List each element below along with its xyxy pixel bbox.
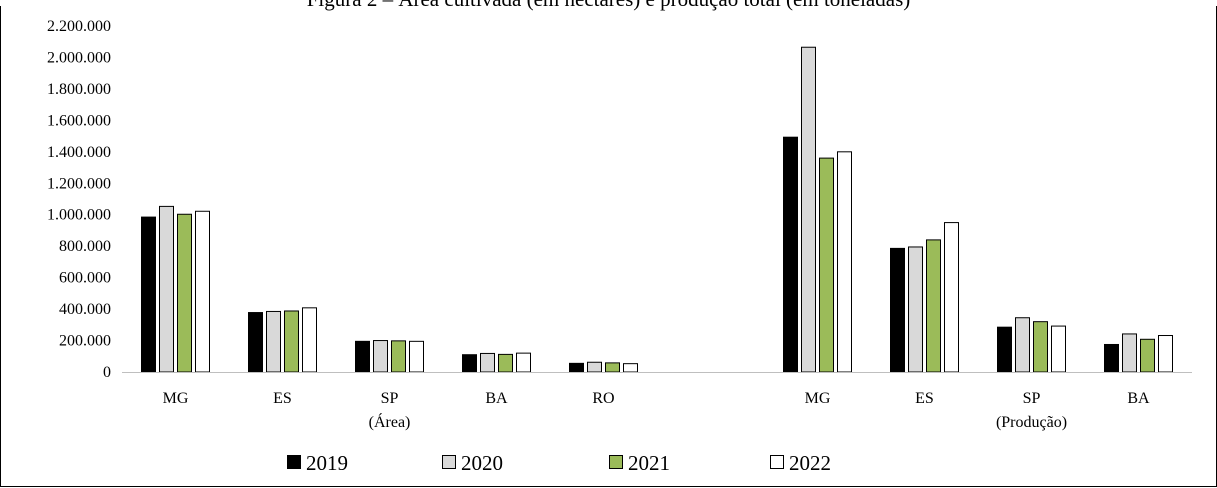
- x-category-label: ES: [915, 390, 934, 407]
- bar-2020: [1015, 317, 1030, 373]
- bar-2020: [908, 246, 923, 373]
- y-tick-label: 0: [103, 364, 111, 381]
- bar-2022: [837, 151, 852, 373]
- x-category-label: SP: [381, 390, 399, 407]
- x-category-label: BA: [485, 390, 508, 407]
- bar-2020: [266, 310, 281, 373]
- bar-2021: [177, 213, 192, 373]
- x-group-label: (Área): [369, 412, 411, 431]
- bar-2021: [498, 353, 513, 373]
- legend-label-2019: 2019: [306, 451, 348, 475]
- y-axis: 0 200.000 400.000 600.000 800.000 1.000.000 1.…: [47, 18, 111, 381]
- x-category-label: BA: [1127, 390, 1150, 407]
- bar-2019: [141, 216, 156, 373]
- bar-2021: [1140, 338, 1155, 373]
- bar-2019: [462, 354, 477, 373]
- x-group-label: (Produção): [996, 414, 1067, 431]
- bar-2019: [355, 340, 370, 373]
- bar-2021: [391, 340, 406, 373]
- legend-label-2020: 2020: [461, 451, 503, 475]
- legend-label-2022: 2022: [789, 451, 831, 475]
- legend-swatch-2021: [609, 455, 623, 469]
- bar-2021: [1033, 321, 1048, 373]
- x-category-label: ES: [273, 390, 292, 407]
- bar-2022: [1158, 335, 1173, 373]
- bars: [141, 46, 1173, 373]
- x-category-label: RO: [592, 390, 614, 407]
- bar-2022: [623, 363, 638, 373]
- bar-2019: [248, 312, 263, 373]
- bar-2019: [997, 326, 1012, 373]
- bar-2020: [373, 340, 388, 373]
- y-tick-label: 1.000.000: [47, 207, 111, 224]
- y-tick-label: 2.000.000: [47, 49, 111, 66]
- y-tick-label: 600.000: [59, 270, 111, 287]
- bar-2022: [195, 210, 210, 373]
- y-tick-label: 400.000: [59, 301, 111, 318]
- x-category-label: MG: [805, 390, 831, 407]
- y-tick-label: 1.200.000: [47, 175, 111, 192]
- bar-2022: [1051, 325, 1066, 373]
- legend-swatch-2019: [287, 455, 301, 469]
- bar-2020: [1122, 333, 1137, 373]
- bar-2021: [605, 362, 620, 373]
- bar-2022: [302, 307, 317, 373]
- figure-title: Figura 2 – Área cultivada (em hectares) …: [0, 0, 1217, 12]
- y-tick-label: 1.800.000: [47, 81, 111, 98]
- bar-2019: [1104, 343, 1119, 373]
- legend: 2019 2020 2021 2022: [287, 451, 831, 475]
- bar-2021: [819, 157, 834, 373]
- bar-2019: [890, 247, 905, 373]
- y-tick-label: 2.200.000: [47, 18, 111, 35]
- legend-swatch-2022: [770, 455, 784, 469]
- bar-2020: [480, 352, 495, 373]
- legend-swatch-2020: [442, 455, 456, 469]
- bar-2021: [926, 239, 941, 373]
- x-category-label: MG: [163, 390, 189, 407]
- bar-2022: [516, 352, 531, 373]
- bar-2022: [409, 340, 424, 373]
- x-category-label: SP: [1023, 390, 1041, 407]
- y-tick-label: 800.000: [59, 238, 111, 255]
- x-axis: MG ES SP BA RO MG ES SP BA (Área) (Produção): [122, 372, 1192, 431]
- y-tick-label: 1.400.000: [47, 144, 111, 161]
- bar-2022: [944, 222, 959, 373]
- bar-2020: [159, 205, 174, 373]
- y-tick-label: 1.600.000: [47, 112, 111, 129]
- bar-2019: [569, 362, 584, 373]
- y-tick-label: 200.000: [59, 333, 111, 350]
- bar-2020: [801, 46, 816, 373]
- legend-label-2021: 2021: [628, 451, 670, 475]
- bar-2019: [783, 136, 798, 373]
- bar-2021: [284, 310, 299, 373]
- bar-2020: [587, 361, 602, 373]
